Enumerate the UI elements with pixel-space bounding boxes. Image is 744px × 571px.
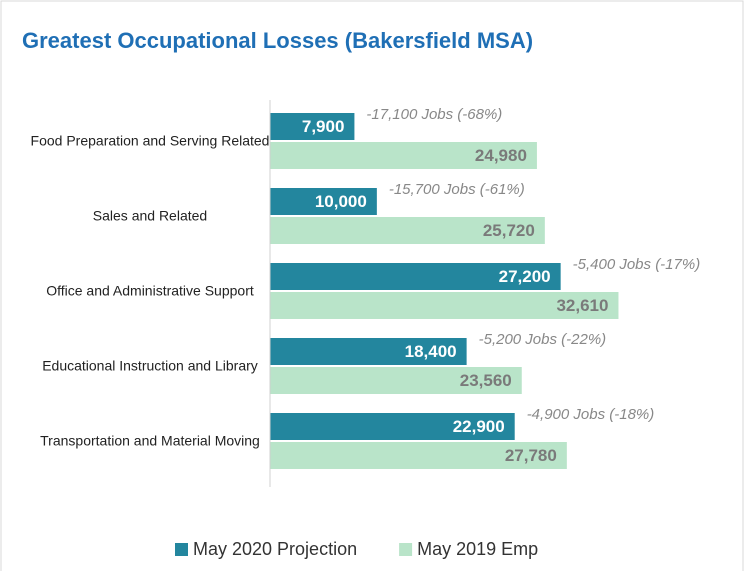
annotation: -15,700 Jobs (-61%) — [389, 181, 525, 198]
value-label: 18,400 — [405, 342, 457, 361]
bar — [270, 217, 545, 244]
annotation: -17,100 Jobs (-68%) — [366, 106, 502, 123]
bar — [270, 367, 522, 394]
value-label: 23,560 — [460, 371, 512, 390]
category-label: Educational Instruction and Library — [42, 357, 258, 374]
category-label: Transportation and Material Moving — [40, 432, 260, 449]
legend-label: May 2020 Projection — [193, 539, 357, 559]
value-label: 25,720 — [483, 221, 535, 240]
legend-swatch — [175, 543, 188, 556]
bar — [270, 413, 515, 440]
category-label: Food Preparation and Serving Related — [30, 132, 270, 149]
value-label: 10,000 — [315, 192, 367, 211]
value-label: 27,780 — [505, 446, 557, 465]
value-label: 24,980 — [475, 146, 527, 165]
legend-label: May 2019 Emp — [417, 539, 538, 559]
annotation: -4,900 Jobs (-18%) — [527, 406, 655, 423]
bar — [270, 442, 567, 469]
bar — [270, 188, 377, 215]
category-label: Sales and Related — [92, 207, 208, 224]
bar — [270, 292, 619, 319]
category-label: Office and Administrative Support — [46, 282, 254, 299]
value-label: 22,900 — [453, 417, 505, 436]
bar — [270, 113, 355, 140]
chart-title: Greatest Occupational Losses (Bakersfiel… — [22, 28, 533, 53]
value-label: 7,900 — [302, 117, 345, 136]
bar — [270, 263, 561, 290]
bar — [270, 338, 467, 365]
legend-swatch — [399, 543, 413, 556]
bar — [270, 142, 537, 169]
annotation: -5,200 Jobs (-22%) — [479, 331, 607, 348]
annotation: -5,400 Jobs (-17%) — [573, 256, 701, 273]
value-label: 27,200 — [499, 267, 551, 286]
value-label: 32,610 — [556, 296, 608, 315]
